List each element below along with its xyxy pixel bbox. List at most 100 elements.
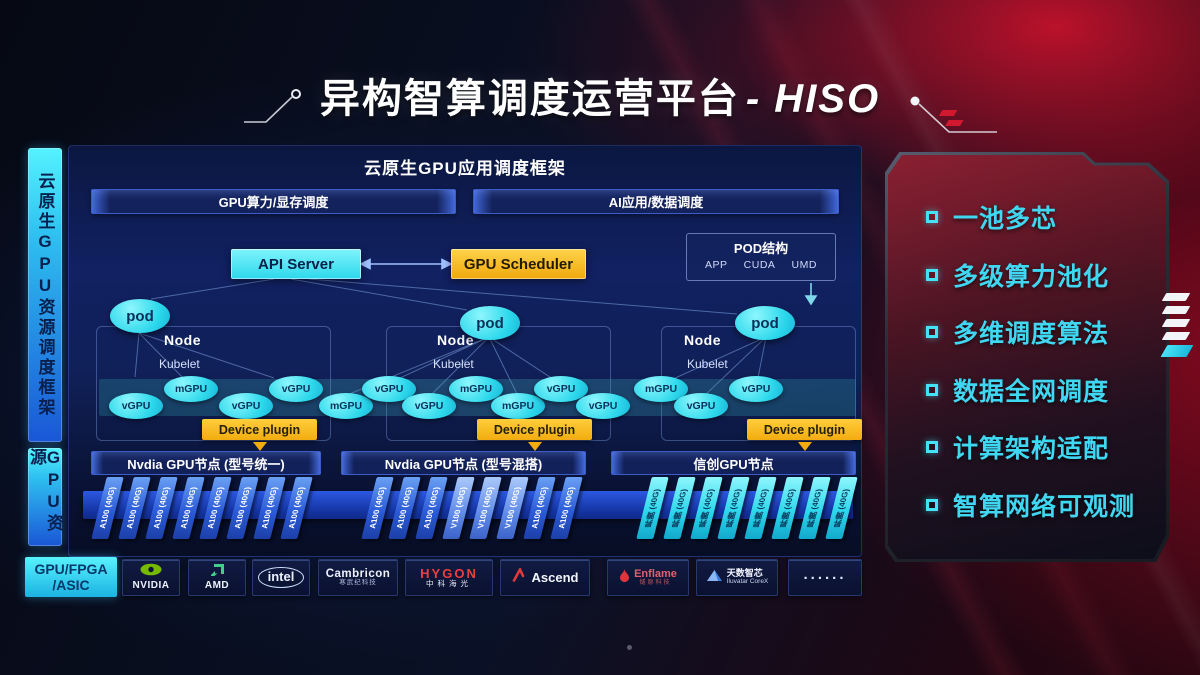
ascend-logo-icon bbox=[512, 566, 528, 587]
vendor-name: AMD bbox=[204, 580, 230, 592]
pod-ellipse-1: pod bbox=[110, 299, 170, 333]
vendor-box-intel-logo: intel bbox=[252, 559, 310, 596]
footer-dot-decor bbox=[627, 645, 632, 650]
gpu-instance-ellipse: vGPU bbox=[362, 376, 416, 402]
vendor-name: NVIDIA bbox=[132, 580, 170, 592]
square-bullet-icon bbox=[926, 268, 938, 281]
gpu-instance-ellipse: vGPU bbox=[219, 393, 273, 419]
vendor-box-enflame-logo: Enflame 燧原科技 bbox=[607, 559, 689, 596]
hardware-label-line2: /ASIC bbox=[52, 577, 90, 593]
device-plugin-1: Device plugin bbox=[202, 419, 317, 451]
node-box-1 bbox=[96, 326, 331, 441]
feature-label: 多维调度算法 bbox=[953, 320, 1110, 349]
gpu-instance-ellipse: mGPU bbox=[164, 376, 218, 402]
device-plugin-2: Device plugin bbox=[477, 419, 592, 451]
gpu-instance-ellipse: vGPU bbox=[674, 393, 728, 419]
feature-label: 一池多芯 bbox=[953, 205, 1058, 233]
features-panel: 一池多芯多级算力池化 多维调度算法数据全网调度计算架构适配 智算网络可观测 bbox=[885, 152, 1169, 562]
framework-header: 云原生GPU应用调度框架 bbox=[364, 159, 566, 178]
nvidia-logo-icon bbox=[139, 563, 163, 581]
hardware-types-box: GPU/FPGA /ASIC bbox=[25, 557, 117, 597]
hardware-label-line1: GPU/FPGA bbox=[34, 560, 108, 577]
vendor-box-amd-logo: AMD bbox=[188, 559, 246, 596]
node-2-kubelet-label: Kubelet bbox=[433, 357, 474, 371]
gpu-instance-ellipse: vGPU bbox=[269, 376, 323, 402]
pod-ellipse-2: pod bbox=[460, 306, 520, 340]
amd-logo-icon bbox=[210, 563, 225, 581]
vendor-name: intel bbox=[257, 567, 305, 588]
gpu-instance-ellipse: mGPU bbox=[449, 376, 503, 402]
vendor-box-nvidia-logo: NVIDIA bbox=[122, 559, 180, 596]
node-3-label: Node bbox=[684, 332, 721, 348]
pod-structure-item-cuda: CUDA bbox=[743, 259, 776, 271]
feature-item: 智算网络可观测 bbox=[926, 487, 1152, 523]
feature-label: 多级算力池化 bbox=[953, 262, 1110, 291]
feature-item: 多维调度算法 bbox=[926, 314, 1152, 350]
vendor-name: Enflame bbox=[634, 567, 677, 580]
gpu-instance-ellipse: vGPU bbox=[402, 393, 456, 419]
square-bullet-icon bbox=[926, 211, 938, 223]
vendor-box-hygon-logo: HYGON 中科海光 bbox=[405, 559, 493, 596]
gpu-instance-ellipse: vGPU bbox=[109, 393, 163, 419]
gpu-instance-ellipse: vGPU bbox=[576, 393, 630, 419]
vendor-box-more-dots: ...... bbox=[788, 559, 862, 596]
gpu-node-group-title: 信创GPU节点 bbox=[611, 451, 856, 475]
feature-item: 一池多芯 bbox=[926, 199, 1152, 235]
node-1-label: Node bbox=[164, 332, 201, 348]
pod-structure-title: POD结构 bbox=[733, 241, 789, 256]
vendor-name: Cambricon bbox=[325, 568, 391, 581]
lane-gpu-compute-scheduling: GPU算力/显存调度 bbox=[91, 189, 456, 214]
vendor-name: HYGON bbox=[420, 565, 478, 581]
hazard-stripes-decor bbox=[1160, 288, 1198, 362]
feature-item: 计算架构适配 bbox=[926, 429, 1152, 465]
rail-bottom-label: GPU资源 bbox=[27, 448, 63, 534]
pod-structure-item-umd: UMD bbox=[791, 259, 817, 271]
vendor-box-iluvatar-logo: 天数智芯 Iluvatar CoreX bbox=[696, 559, 778, 596]
iluvatar-logo-icon bbox=[706, 569, 723, 587]
node-1-kubelet-label: Kubelet bbox=[159, 357, 200, 371]
page-title-suffix: - HISO bbox=[745, 77, 881, 121]
enflame-logo-icon bbox=[619, 568, 630, 588]
api-server-box: API Server bbox=[231, 249, 361, 279]
vendor-subname: 寒武纪科技 bbox=[339, 579, 377, 587]
connector-lines bbox=[134, 258, 818, 398]
gpu-instance-ellipse: mGPU bbox=[319, 393, 373, 419]
vendor-more-dots: ...... bbox=[803, 566, 847, 583]
scheduling-framework-panel: 云原生GPU应用调度框架 GPU算力/显存调度 AI应用/数据调度 bbox=[68, 145, 862, 557]
page-title-row: 异构智算调度运营平台 - HISO bbox=[0, 66, 1200, 124]
page-title: 异构智算调度运营平台 - HISO bbox=[320, 66, 880, 124]
vendor-name: Ascend bbox=[531, 570, 579, 585]
pod-ellipse-3: pod bbox=[735, 306, 795, 340]
lane-ai-data-scheduling: AI应用/数据调度 bbox=[473, 189, 839, 214]
circuit-decor-left-icon bbox=[244, 89, 301, 123]
vendor-name: 天数智芯 bbox=[726, 568, 763, 579]
pod-structure-item-app: APP bbox=[705, 259, 728, 271]
vendor-subname: 中科海光 bbox=[425, 579, 472, 589]
device-plugin-3: Device plugin bbox=[747, 419, 862, 451]
rail-cloud-native-gpu: 云原生GPU资源调度框架 bbox=[28, 148, 62, 442]
feature-label: 计算架构适配 bbox=[953, 435, 1110, 464]
gpu-scheduler-box: GPU Scheduler bbox=[451, 249, 586, 279]
gpu-node-group-title: Nvdia GPU节点 (型号统一) bbox=[91, 451, 321, 475]
gpu-instance-ellipse: vGPU bbox=[729, 376, 783, 402]
feature-item: 数据全网调度 bbox=[926, 372, 1152, 408]
feature-item: 多级算力池化 bbox=[926, 257, 1152, 293]
square-bullet-icon bbox=[926, 326, 938, 339]
gpu-node-group-title: Nvdia GPU节点 (型号混搭) bbox=[341, 451, 586, 475]
page-title-main: 异构智算调度运营平台 bbox=[319, 77, 740, 121]
vendor-subname: 燧原科技 bbox=[639, 580, 672, 587]
square-bullet-icon bbox=[926, 498, 938, 511]
vendor-box-cambricon-logo: Cambricon 寒武纪科技 bbox=[318, 559, 398, 596]
square-bullet-icon bbox=[926, 441, 938, 454]
vendor-subname: Iluvatar CoreX bbox=[726, 577, 769, 585]
rail-top-label: 云原生GPU资源调度框架 bbox=[35, 172, 55, 418]
node-2-label: Node bbox=[437, 332, 474, 348]
gpu-instance-ellipse: vGPU bbox=[534, 376, 588, 402]
rail-gpu-resources: GPU资源 bbox=[27, 448, 63, 546]
feature-label: 智算网络可观测 bbox=[953, 492, 1136, 521]
square-bullet-icon bbox=[926, 383, 938, 396]
vendor-box-ascend-logo: Ascend bbox=[500, 559, 590, 596]
circuit-decor-right-icon bbox=[910, 96, 997, 133]
node-3-kubelet-label: Kubelet bbox=[687, 357, 728, 371]
